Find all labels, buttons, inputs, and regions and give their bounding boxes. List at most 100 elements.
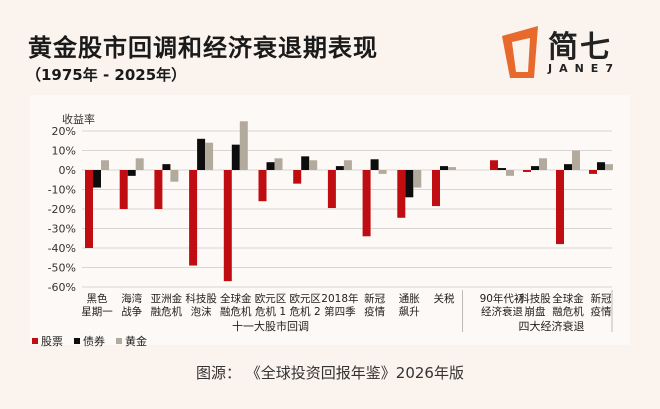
bar-bond [93,170,101,188]
bar-stock [85,170,93,248]
bar-bond [197,138,206,170]
logo-subtext: JANE7 [548,62,620,75]
source-note: 图源： 《全球投资回报年鉴》2026年版 [196,364,464,382]
y-tick-label: -50% [48,262,76,275]
bar-bond [162,164,171,170]
bar-gold [205,142,214,170]
legend-label: 债券 [83,334,105,348]
x-tick-label: 新冠 [364,292,385,305]
bar-gold [135,158,144,170]
y-tick-label: -40% [48,242,76,255]
y-axis-label: 收益率 [62,112,95,126]
bar-stock [556,170,564,245]
x-tick-label: 危机 1 [255,305,286,318]
x-tick-label: 欧元区 [255,293,287,305]
y-tick-label: 10% [52,145,76,158]
bar-bond [335,166,344,170]
bar-stock [362,170,371,237]
x-tick-label: 融危机 [552,305,584,318]
y-tick-label: -10% [48,184,76,197]
legend-swatch-bond [74,338,80,344]
bar-gold [506,170,514,176]
x-tick-label: 疫情 [364,305,385,318]
x-tick-label: 亚洲金 [151,292,183,305]
bar-bond [127,170,136,176]
x-tick-label: 全球金 [220,292,252,305]
x-tick-label: 崩盘 [525,305,546,318]
legend-swatch-stock [32,338,38,344]
bar-stock [119,170,128,209]
x-tick-label: 2018年 [321,292,358,305]
bar-bond [440,166,448,170]
legend-label: 黄金 [125,334,147,348]
logo-text: 简七 [548,30,612,65]
bar-bond [564,164,572,170]
chart-title: 黄金股市回调和经济衰退期表现 [28,34,378,62]
bar-gold [239,121,248,170]
bar-gold [101,160,109,170]
bar-bond [531,166,539,170]
logo-icon [502,26,538,78]
x-tick-label: 第四季 [324,305,356,318]
bar-gold [343,160,352,170]
x-tick-label: 融危机 [220,305,252,318]
group-label: 十一大股市回调 [232,319,309,333]
x-tick-label: 战争 [121,305,142,318]
x-tick-label: 海湾 [121,292,142,305]
legend-swatch-gold [116,338,122,344]
bar-stock [293,170,302,184]
bar-bond [498,168,506,170]
bar-stock [432,170,440,207]
bar-stock [154,170,163,209]
bar-bond [231,144,240,170]
x-tick-label: 通胀 [399,293,420,305]
bar-gold [539,158,547,170]
y-tick-label: -60% [48,281,76,294]
group-label: 四大经济衰退 [519,319,585,333]
bar-stock [189,170,198,266]
x-tick-label: 疫情 [591,305,612,318]
chart-subtitle: （1975年 - 2025年） [26,66,187,84]
bar-gold [170,170,179,182]
x-tick-label: 关税 [434,292,455,305]
x-tick-label: 黑色 [87,292,108,305]
bar-stock [327,170,336,209]
x-tick-label: 全球金 [552,292,584,305]
x-tick-label: 欧元区 [289,293,321,305]
bar-stock [523,170,531,172]
x-tick-label: 融危机 [151,305,183,318]
bar-gold [572,150,580,170]
x-tick-label: 经济衰退 [481,305,523,318]
y-tick-label: -30% [48,223,76,236]
y-tick-label: 20% [52,125,76,138]
bar-gold [378,170,387,174]
x-tick-label: 科技股 [185,292,217,305]
y-tick-label: 0% [59,164,76,177]
x-tick-label: 飙升 [399,305,420,318]
bar-gold [309,160,318,170]
bar-gold [605,164,613,170]
bar-stock [490,160,498,170]
bar-bond [301,156,310,170]
bar-stock [258,170,267,202]
chart-panel [30,95,630,345]
bar-stock [589,170,597,174]
x-tick-label: 90年代初 [480,292,525,305]
x-tick-label: 新冠 [591,292,612,305]
y-tick-label: -20% [48,203,76,216]
bar-bond [405,170,414,198]
bar-gold [413,170,422,188]
legend-label: 股票 [41,335,63,348]
x-tick-label: 星期一 [81,306,113,318]
bar-stock [223,170,232,282]
x-tick-label: 危机 2 [290,305,321,318]
bar-gold [448,167,456,170]
x-tick-label: 泡沫 [191,305,212,318]
bar-bond [370,159,379,170]
bar-bond [266,162,275,170]
bar-gold [274,158,283,170]
x-tick-label: 科技股 [519,292,551,305]
bar-bond [597,162,605,170]
bar-stock [397,170,406,218]
